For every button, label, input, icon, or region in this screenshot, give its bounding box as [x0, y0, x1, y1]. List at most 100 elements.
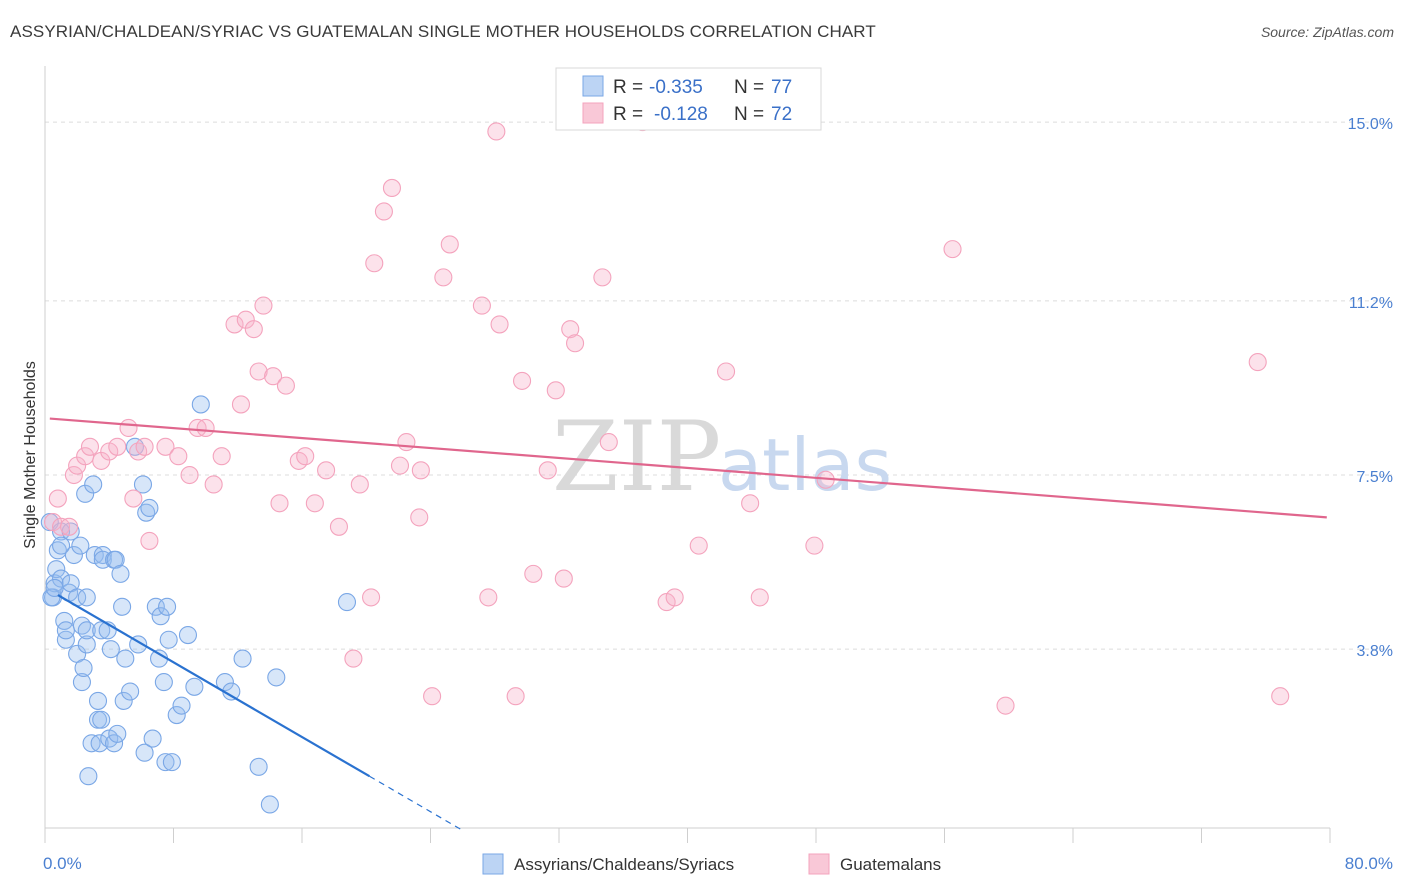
assyrian-point: [74, 658, 93, 678]
assyrian-point: [92, 621, 111, 640]
guatemalan-point: [344, 649, 363, 668]
assyrian-point: [77, 635, 96, 654]
guatemalan-point: [546, 381, 565, 400]
assyrian-point: [64, 545, 83, 565]
assyrian-point: [113, 597, 132, 616]
guatemalan-point: [750, 588, 769, 607]
guatemalan-point: [397, 433, 416, 452]
x-tick-label: 0.0%: [43, 854, 82, 873]
assyrian-point: [233, 649, 252, 668]
stats-r-label-1: R =: [613, 77, 643, 98]
guatemalan-point: [264, 367, 283, 386]
guatemalan-point: [805, 536, 824, 555]
watermark: ZIP atlas: [552, 401, 892, 513]
guatemalan-point: [317, 461, 336, 480]
assyrian-point: [84, 475, 103, 494]
assyrian-point: [77, 621, 96, 640]
guatemalan-point: [741, 494, 760, 513]
guatemalan-point: [296, 447, 315, 466]
assyrian-point: [167, 705, 186, 725]
assyrian-point: [172, 696, 191, 715]
assyrian-point: [90, 734, 109, 753]
guatemalan-point: [180, 465, 199, 485]
guatemalan-point: [169, 447, 188, 466]
y-tick-labels: 3.8% 7.5% 11.2% 15.0%: [1348, 116, 1393, 660]
assyrian-point: [140, 498, 159, 518]
guatemalan-point: [561, 320, 580, 339]
guatemalan-point: [434, 268, 453, 287]
assyrian-point: [79, 767, 98, 786]
stats-r-value-2: -0.128: [654, 104, 708, 125]
legend-swatch-guatemalans: [808, 853, 830, 875]
x-tick-label: 80.0%: [1345, 854, 1393, 873]
guatemalan-point: [231, 395, 251, 414]
guatemalan-point: [276, 376, 295, 395]
guatemalan-point: [374, 202, 393, 221]
assyrian-point: [101, 640, 120, 659]
guatemalan-point: [196, 418, 215, 438]
guatemalan-point: [270, 494, 289, 513]
chart-title: ASSYRIAN/CHALDEAN/SYRIAC VS GUATEMALAN S…: [10, 22, 876, 41]
assyrian-point: [47, 560, 66, 579]
assyrian-point: [52, 569, 71, 588]
guatemalan-point: [305, 494, 324, 513]
guatemalan-point: [382, 178, 402, 197]
legend-label-guatemalans: Guatemalans: [840, 855, 941, 874]
watermark-atlas: atlas: [718, 423, 892, 507]
assyrian-point: [88, 691, 108, 710]
guatemalan-point: [554, 569, 573, 588]
trend-lines: [49, 417, 1327, 831]
assyrian-point: [56, 630, 75, 649]
guatemalan-point: [996, 696, 1015, 715]
assyrian-point: [111, 564, 130, 583]
guatemalan-point: [490, 315, 509, 334]
assyrian-point: [156, 753, 175, 772]
guatemalan-point: [329, 517, 348, 536]
guatemalan-point: [60, 517, 79, 536]
y-axis-label: Single Mother Households: [22, 361, 39, 549]
assyrian-point: [159, 630, 178, 649]
guatemalan-point: [244, 320, 263, 339]
guatemalan-point: [249, 362, 268, 381]
stats-n-label-1: N =: [734, 77, 764, 98]
assyrian-point: [143, 729, 162, 748]
stats-swatch-blue: [582, 75, 604, 97]
guatemalan-point: [411, 461, 430, 480]
guatemalan-point: [1271, 687, 1290, 706]
guatemalan-point: [716, 362, 736, 381]
legend-label-assyrians: Assyrians/Chaldeans/Syriacs: [514, 855, 734, 874]
assyrian-point: [267, 668, 286, 687]
guatemalan-trend-line: [49, 417, 1327, 519]
assyrian-point: [108, 724, 127, 743]
assyrian-point: [77, 588, 96, 607]
assyrian-point: [45, 578, 64, 598]
guatemalan-point: [254, 296, 273, 315]
assyrian-point: [92, 710, 111, 729]
guatemalan-point: [225, 315, 244, 334]
y-tick-label: 11.2%: [1349, 295, 1393, 312]
stats-legend: R = -0.335 N = 77 R = -0.128 N = 72: [555, 67, 822, 131]
guatemalan-point: [124, 489, 143, 508]
assyrian-point: [151, 607, 170, 626]
assyrian-point: [154, 673, 173, 692]
assyrian-point: [56, 621, 75, 640]
guatemalan-point: [156, 437, 175, 456]
assyrian-point: [260, 795, 279, 814]
assyrian-point: [71, 536, 90, 555]
assyrian-point: [135, 743, 154, 762]
stats-n-label-2: N =: [734, 104, 764, 125]
guatemalan-point: [204, 475, 223, 494]
assyrian-point: [178, 625, 198, 645]
stats-r-value-1: -0.335: [649, 77, 703, 98]
assyrian-point: [249, 757, 268, 776]
assyrian-point: [337, 593, 357, 612]
guatemalan-point: [566, 334, 585, 353]
guatemalan-point: [140, 531, 159, 550]
assyrian-trend-line: [57, 594, 371, 778]
assyrian-point: [114, 691, 133, 710]
guatemalan-point: [538, 461, 557, 480]
axes: [44, 66, 1331, 843]
source-credit: Source: ZipAtlas.com: [1260, 24, 1394, 40]
assyrian-point: [105, 734, 124, 753]
